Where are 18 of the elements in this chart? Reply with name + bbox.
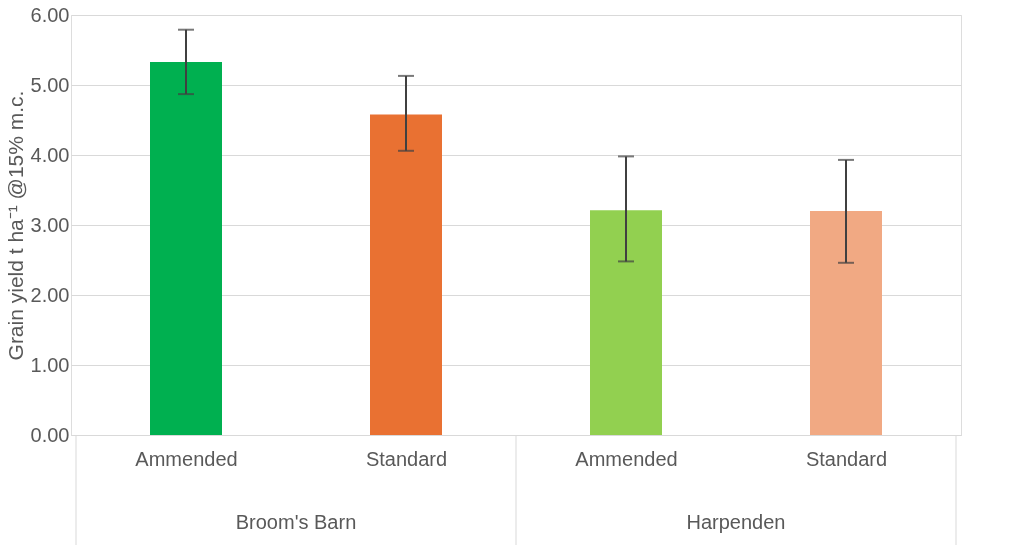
bar [370, 114, 442, 435]
y-tick-label: 4.00 [30, 143, 70, 166]
bar [590, 210, 662, 435]
y-tick-label: 3.00 [30, 213, 70, 236]
text: Harpenden [686, 511, 786, 533]
y-tick-label: 0.00 [30, 423, 70, 446]
y-axis-title: Grain yield t ha⁻¹ @15% m.c. [3, 90, 27, 361]
x-tick-label: Standard [365, 447, 448, 470]
bar [150, 61, 222, 435]
x-tick-label: Standard [805, 447, 888, 470]
x-tick-label: Ammended [575, 447, 678, 470]
y-tick-label: 1.00 [30, 353, 70, 376]
y-tick-label: 2.00 [30, 283, 70, 306]
bar [810, 211, 882, 435]
y-tick-label: 5.00 [30, 73, 70, 96]
text: Broom's Barn [235, 511, 357, 533]
y-tick-label: 6.00 [30, 3, 70, 26]
x-tick-label: Ammended [135, 447, 238, 470]
